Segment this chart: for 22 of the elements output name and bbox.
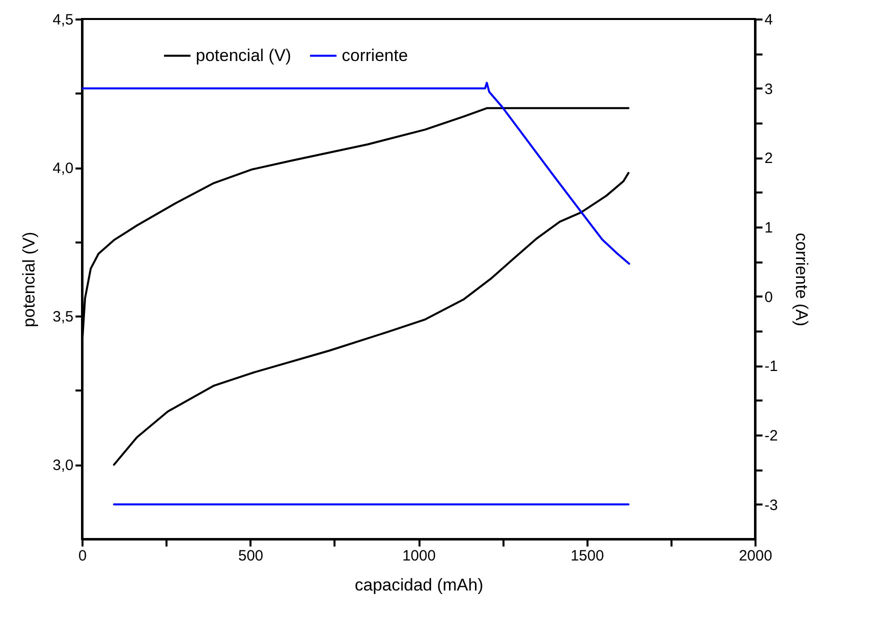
x-tick-label: 1500: [570, 548, 604, 564]
y-tick-label: 3,5: [52, 308, 74, 326]
x-tick-label: 0: [78, 548, 87, 564]
y2-tick-label: 4: [764, 12, 773, 28]
y2-tick-label: 2: [764, 150, 773, 168]
x-tick-label: 2000: [738, 548, 772, 564]
y2-tick-label: 0: [764, 288, 773, 306]
y2-tick-label: 1: [764, 220, 773, 236]
y-tick-label: 3,0: [52, 457, 74, 474]
y2-tick-label: -3: [764, 496, 778, 514]
y-tick-label: 4,5: [52, 12, 74, 28]
y2-tick-label: -1: [764, 358, 778, 376]
x-tick-label: 1000: [402, 548, 436, 564]
y2-tick-label: -2: [764, 428, 778, 444]
y-axis-title: potencial (V): [20, 232, 39, 328]
legend-label: corriente: [342, 46, 408, 65]
y-tick-label: 4,0: [52, 160, 74, 178]
y2-axis-title: corriente (A): [792, 232, 811, 326]
x-tick-label: 500: [238, 548, 264, 564]
x-axis-title: capacidad (mAh): [354, 576, 484, 594]
legend-label: potencial (V): [196, 46, 292, 65]
y2-tick-label: 3: [764, 80, 773, 98]
